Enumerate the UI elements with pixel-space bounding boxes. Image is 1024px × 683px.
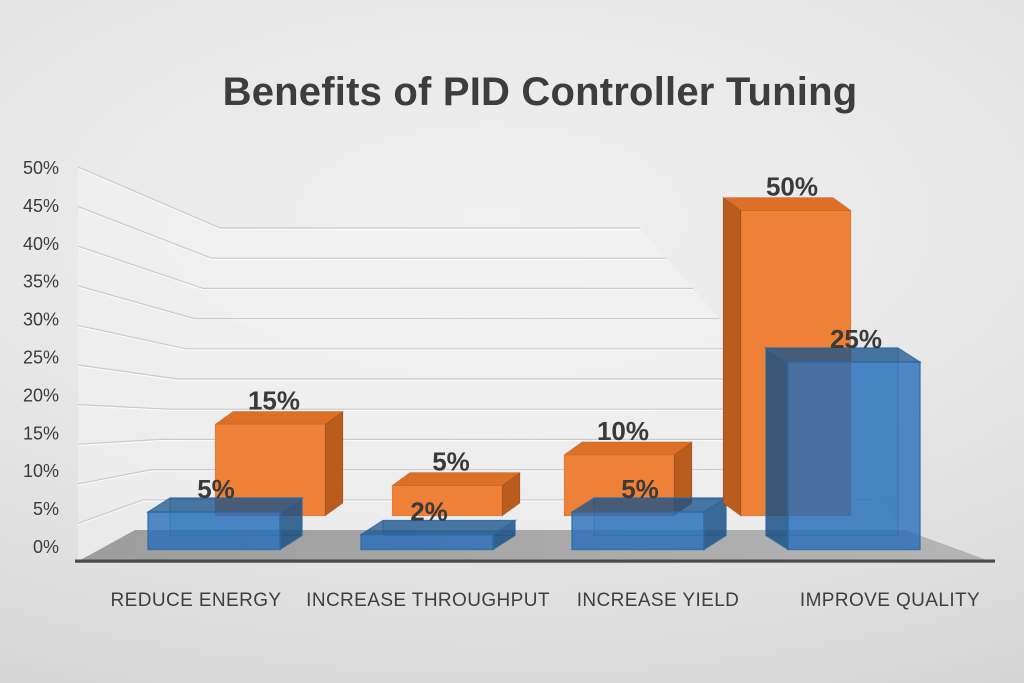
gridline-highlight [77,246,693,291]
x-axis: REDUCE ENERGY INCREASE THROUGHPUT INCREASE… [111,590,980,611]
y-axis-tick-25: 25% [23,348,59,368]
y-axis-tick-15: 15% [23,423,59,443]
data-label-orange-back-series-increase-throughput: 5% [432,446,470,476]
bar-blue-front-series-increase-throughput [358,519,518,551]
data-label-orange-back-series-increase-yield: 10% [597,416,649,446]
data-label-orange-back-series-reduce-energy: 15% [248,385,300,415]
y-axis-tick-40: 40% [23,234,59,254]
gridline-highlight [77,365,773,381]
gridline-highlight [77,207,667,260]
bar-front-face [391,484,503,517]
y-axis-tick-0: 0% [33,537,59,557]
bar-blue-front-series-increase-yield [569,496,729,551]
bar-side-face [324,410,344,517]
y-axis-tick-30: 30% [23,310,59,330]
bar-side-face [722,196,742,517]
bar-front-face [571,511,705,551]
gridlines [77,166,879,526]
bars [145,196,923,551]
gridline [77,206,667,259]
left-wall [78,167,220,563]
data-label-blue-front-series-improve-quality: 25% [830,324,882,354]
bar-front-face [360,533,494,551]
gridline [77,166,640,229]
y-axis-tick-35: 35% [23,272,59,292]
y-axis-tick-20: 20% [23,385,59,405]
y-axis-tick-50: 50% [23,158,59,178]
bar-blue-front-series-improve-quality [763,346,923,551]
data-label-orange-back-series-improve-quality: 50% [766,172,818,202]
x-axis-label-increase-yield: INCREASE YIELD [577,590,740,611]
data-label-blue-front-series-reduce-energy: 5% [197,474,235,504]
gridline [77,245,693,289]
gridline-highlight [77,326,746,351]
data-labels: 15% 5% 10% 50% 5% 2% 5% 25% [197,172,882,527]
gridline [77,404,799,410]
bar-blue-front-series-reduce-energy [145,496,305,551]
bar-front-face [787,361,921,551]
chart-title: Benefits of PID Controller Tuning [222,70,858,114]
gridline [77,285,720,320]
data-label-blue-front-series-increase-yield: 5% [621,474,659,504]
x-axis-label-improve-quality: IMPROVE QUALITY [800,590,980,611]
gridline-highlight [77,405,799,411]
gridline [77,438,826,445]
gridline [77,364,773,380]
y-axis-tick-5: 5% [33,499,59,519]
x-axis-label-reduce-energy: REDUCE ENERGY [111,590,282,611]
y-axis: 0% 5% 10% 15% 20% 25% 30% 35% 40% 45% 50% [23,158,59,557]
chart-floor [75,530,995,563]
gridline [77,324,746,350]
bar-front-face [147,511,281,551]
bar-orange-back-series-increase-throughput [390,471,522,517]
y-axis-tick-10: 10% [23,461,59,481]
gridline-highlight [77,286,720,321]
gridline-highlight [77,167,640,230]
bar-side-face [765,346,789,551]
data-label-blue-front-series-increase-throughput: 2% [410,497,448,527]
y-axis-tick-45: 45% [23,196,59,216]
gridline-highlight [77,440,826,446]
x-axis-label-increase-throughput: INCREASE THROUGHPUT [306,590,550,611]
